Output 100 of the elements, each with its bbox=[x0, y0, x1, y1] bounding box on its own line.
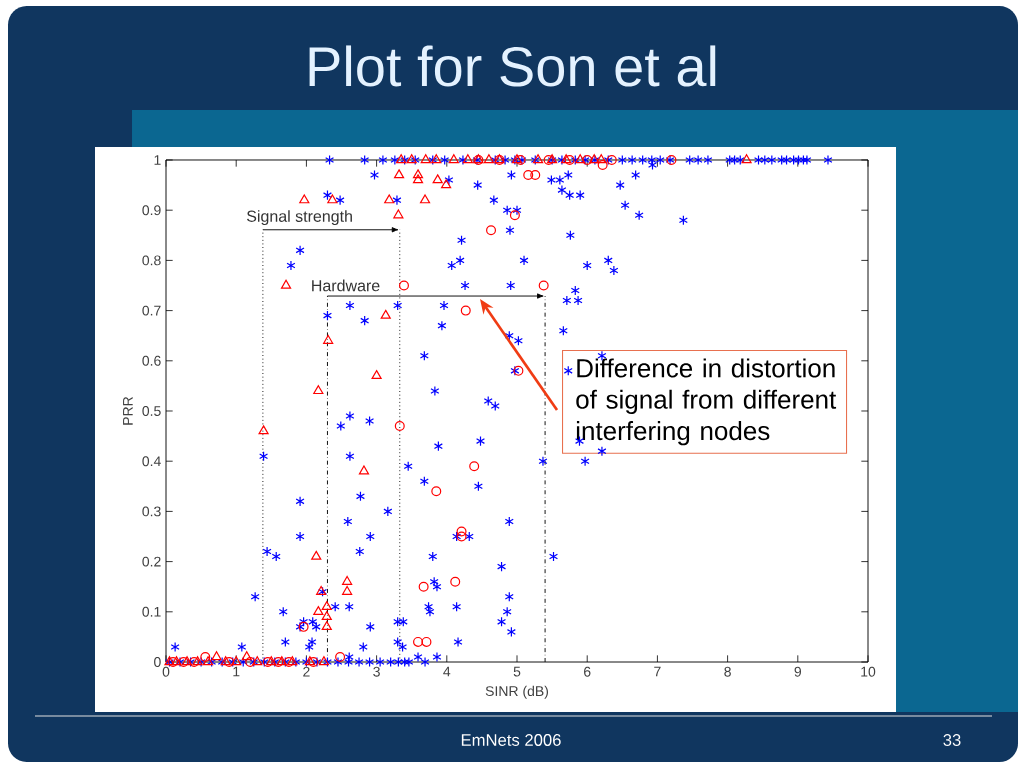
point bbox=[266, 656, 277, 666]
point bbox=[318, 656, 330, 666]
point bbox=[419, 194, 431, 204]
point bbox=[543, 155, 554, 165]
point bbox=[327, 194, 338, 204]
point bbox=[211, 651, 222, 661]
point bbox=[412, 169, 424, 179]
point bbox=[280, 279, 292, 289]
point bbox=[431, 486, 442, 497]
y-tick-label: 0.8 bbox=[142, 255, 161, 266]
point bbox=[298, 621, 309, 632]
point bbox=[394, 421, 405, 432]
annotation: Difference in distortion of signal from different interfering nodes bbox=[576, 358, 837, 446]
point bbox=[421, 636, 432, 647]
y-tick-label: 0.4 bbox=[142, 456, 161, 467]
point bbox=[203, 656, 214, 666]
point bbox=[532, 154, 544, 164]
point bbox=[358, 465, 370, 475]
point bbox=[313, 385, 324, 395]
point bbox=[262, 657, 273, 667]
point bbox=[406, 154, 417, 164]
point bbox=[462, 154, 473, 164]
x-tick-label: 10 bbox=[861, 666, 876, 677]
point bbox=[509, 210, 520, 221]
point bbox=[321, 621, 332, 631]
point bbox=[441, 179, 452, 189]
point bbox=[596, 154, 607, 164]
point bbox=[469, 461, 480, 472]
point bbox=[313, 606, 324, 615]
point bbox=[513, 365, 524, 376]
point bbox=[450, 576, 461, 587]
y-tick-label: 0.7 bbox=[142, 305, 161, 316]
point bbox=[224, 657, 235, 667]
y-axis-title: PRR bbox=[123, 396, 133, 425]
point bbox=[530, 170, 541, 181]
point bbox=[575, 154, 586, 164]
point bbox=[342, 585, 353, 595]
point bbox=[178, 657, 189, 667]
text: 33 bbox=[943, 734, 961, 746]
point bbox=[597, 160, 608, 171]
x-tick-label: 9 bbox=[794, 666, 802, 677]
point bbox=[396, 154, 407, 164]
point bbox=[412, 174, 424, 184]
point bbox=[448, 154, 459, 164]
point bbox=[371, 370, 382, 380]
point bbox=[200, 651, 211, 662]
y-tick-label: 0 bbox=[154, 657, 161, 667]
x-tick-label: 3 bbox=[373, 666, 380, 677]
point bbox=[181, 656, 193, 666]
chart-title: Plot for Son et al bbox=[309, 45, 716, 87]
point bbox=[245, 657, 256, 667]
ref-line-label: Hardware bbox=[312, 279, 380, 292]
point bbox=[304, 656, 316, 666]
point bbox=[299, 194, 310, 204]
x-tick-label: 8 bbox=[724, 666, 731, 677]
x-tick-label: 4 bbox=[443, 666, 451, 677]
point bbox=[287, 656, 298, 666]
point bbox=[418, 581, 429, 592]
y-tick-label: 0.2 bbox=[142, 556, 161, 567]
x-tick-label: 0 bbox=[162, 666, 170, 677]
point bbox=[380, 309, 391, 319]
y-tick-label: 0.3 bbox=[142, 506, 161, 517]
point bbox=[398, 280, 409, 291]
point bbox=[431, 154, 442, 164]
y-tick-label: 0.1 bbox=[142, 606, 161, 617]
y-tick-label: 0.6 bbox=[142, 355, 161, 366]
point bbox=[231, 656, 242, 666]
point bbox=[220, 656, 231, 666]
point bbox=[483, 154, 495, 164]
point bbox=[283, 657, 294, 667]
point bbox=[323, 334, 334, 344]
point bbox=[308, 657, 319, 667]
point bbox=[420, 154, 431, 164]
x-tick-label: 6 bbox=[584, 666, 591, 677]
point bbox=[606, 155, 617, 165]
x-tick-label: 1 bbox=[233, 666, 240, 677]
point bbox=[342, 575, 353, 585]
y-tick-label: 0.9 bbox=[142, 205, 161, 216]
y-tick-label: 1 bbox=[154, 155, 161, 165]
x-tick-label: 7 bbox=[654, 666, 661, 677]
x-tick-label: 2 bbox=[303, 666, 310, 677]
point bbox=[456, 526, 467, 537]
point bbox=[335, 651, 346, 662]
point bbox=[241, 651, 252, 661]
point bbox=[432, 174, 443, 184]
point bbox=[523, 170, 534, 181]
ref-line-label: Signal strength bbox=[246, 210, 352, 226]
x-axis-title: SINR (dB) bbox=[485, 685, 549, 699]
point bbox=[252, 656, 263, 666]
text: EmNets 2006 bbox=[461, 734, 561, 746]
point bbox=[456, 531, 467, 542]
point bbox=[321, 611, 332, 621]
point bbox=[393, 169, 405, 179]
point bbox=[311, 550, 322, 560]
x-tick-label: 5 bbox=[513, 666, 521, 677]
point bbox=[741, 154, 752, 164]
y-tick-label: 0.5 bbox=[142, 406, 161, 416]
point bbox=[460, 305, 471, 316]
point bbox=[321, 600, 332, 610]
point bbox=[413, 636, 424, 647]
